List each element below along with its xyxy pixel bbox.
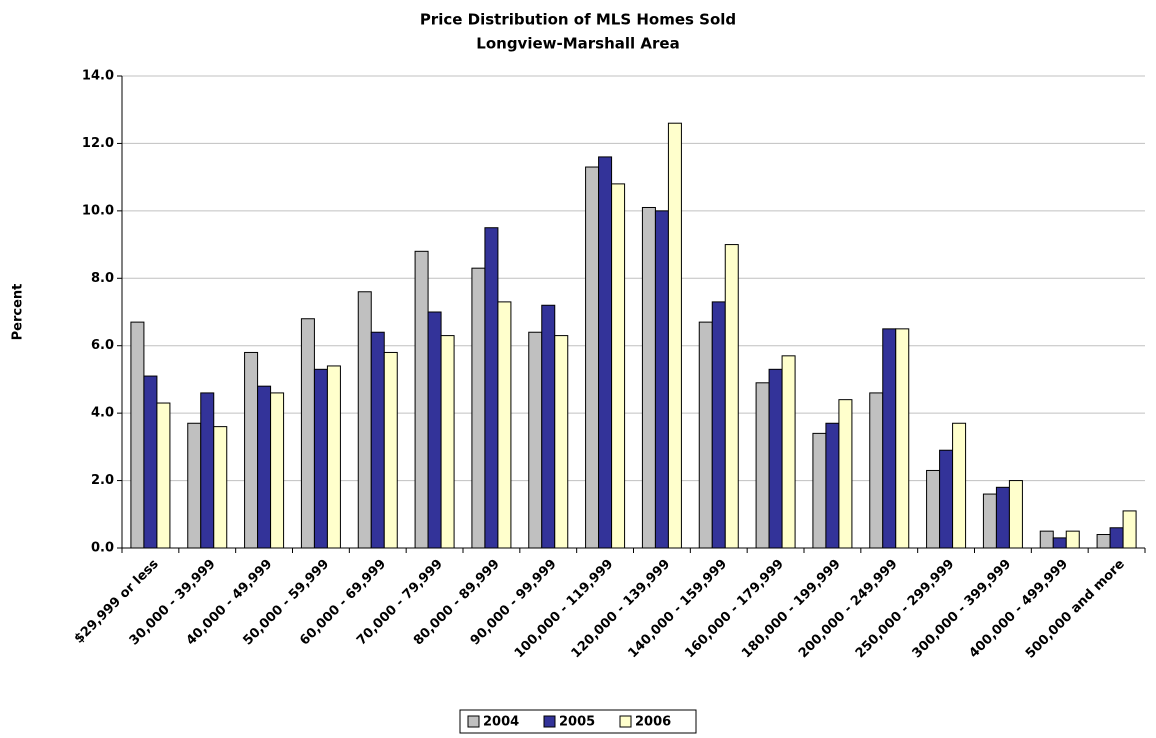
x-tick-label: 140,000 - 159,999	[625, 557, 730, 662]
bar	[611, 183, 626, 549]
bar	[130, 321, 145, 549]
bar	[952, 422, 967, 549]
bar	[1008, 480, 1023, 549]
x-tick-label: 500,000 and more	[1023, 557, 1128, 662]
bar	[471, 267, 486, 549]
bar	[528, 331, 543, 549]
bar	[1096, 534, 1111, 549]
bar	[768, 368, 783, 549]
x-tick-label: 200,000 - 249,999	[796, 557, 901, 662]
bar	[270, 392, 285, 549]
y-tick-label: 12.0	[82, 136, 114, 151]
bar	[257, 385, 272, 549]
y-tick-label: 14.0	[82, 69, 114, 84]
bar	[654, 210, 669, 549]
y-tick-label: 8.0	[91, 271, 114, 286]
bar	[755, 382, 770, 549]
bar	[554, 335, 569, 549]
x-tick-label: 400,000 - 499,999	[966, 557, 1071, 662]
bar	[370, 331, 385, 549]
bar	[440, 335, 455, 549]
bar	[300, 318, 315, 549]
y-tick-label: 10.0	[82, 203, 114, 218]
bar	[724, 244, 739, 549]
bar	[926, 469, 941, 549]
y-tick-label: 0.0	[91, 541, 114, 556]
legend-label: 2004	[483, 715, 519, 730]
bar	[781, 355, 796, 549]
bar	[1122, 510, 1137, 549]
bar	[641, 206, 656, 549]
bar	[541, 304, 556, 549]
legend-label: 2005	[559, 715, 595, 730]
bar	[1039, 530, 1054, 549]
x-tick-label: 180,000 - 199,999	[739, 557, 844, 662]
bar	[698, 321, 713, 549]
bar	[869, 392, 884, 549]
bar	[326, 365, 341, 549]
bar	[497, 301, 512, 549]
x-tick-label: 300,000 - 399,999	[910, 557, 1015, 662]
chart-title: Price Distribution of MLS Homes Sold	[420, 11, 736, 29]
bar	[427, 311, 442, 549]
bar	[982, 493, 997, 549]
bar	[882, 328, 897, 549]
y-tick-label: 2.0	[91, 473, 114, 488]
x-tick-label: 250,000 - 299,999	[853, 557, 958, 662]
bar	[1052, 537, 1067, 549]
legend-swatch	[467, 715, 480, 728]
bar	[585, 166, 600, 549]
bar	[667, 122, 682, 549]
bar	[187, 422, 202, 549]
bar	[838, 399, 853, 549]
bar	[357, 291, 372, 549]
bar	[414, 250, 429, 549]
bar	[143, 375, 158, 549]
bar	[711, 301, 726, 549]
x-tick-label: 120,000 - 139,999	[569, 557, 674, 662]
legend-box	[459, 709, 697, 734]
bar	[1065, 530, 1080, 549]
bar	[812, 432, 827, 549]
y-tick-label: 4.0	[91, 406, 114, 421]
bar	[213, 426, 228, 549]
bar	[484, 227, 499, 549]
bar	[383, 351, 398, 549]
legend-swatch	[619, 715, 632, 728]
chart-subtitle: Longview-Marshall Area	[476, 35, 679, 53]
bar	[939, 449, 954, 549]
y-axis-label: Percent	[11, 284, 26, 341]
bar	[895, 328, 910, 549]
legend-label: 2006	[635, 715, 671, 730]
x-tick-label: 160,000 - 179,999	[682, 557, 787, 662]
legend-swatch	[543, 715, 556, 728]
bar	[1109, 527, 1124, 549]
bar	[598, 156, 613, 549]
x-tick-label: 100,000 - 119,999	[512, 557, 617, 662]
bar	[244, 351, 259, 549]
bar	[156, 402, 171, 549]
y-tick-label: 6.0	[91, 338, 114, 353]
bar	[313, 368, 328, 549]
bar	[825, 422, 840, 549]
bar	[200, 392, 215, 549]
bar	[995, 486, 1010, 549]
